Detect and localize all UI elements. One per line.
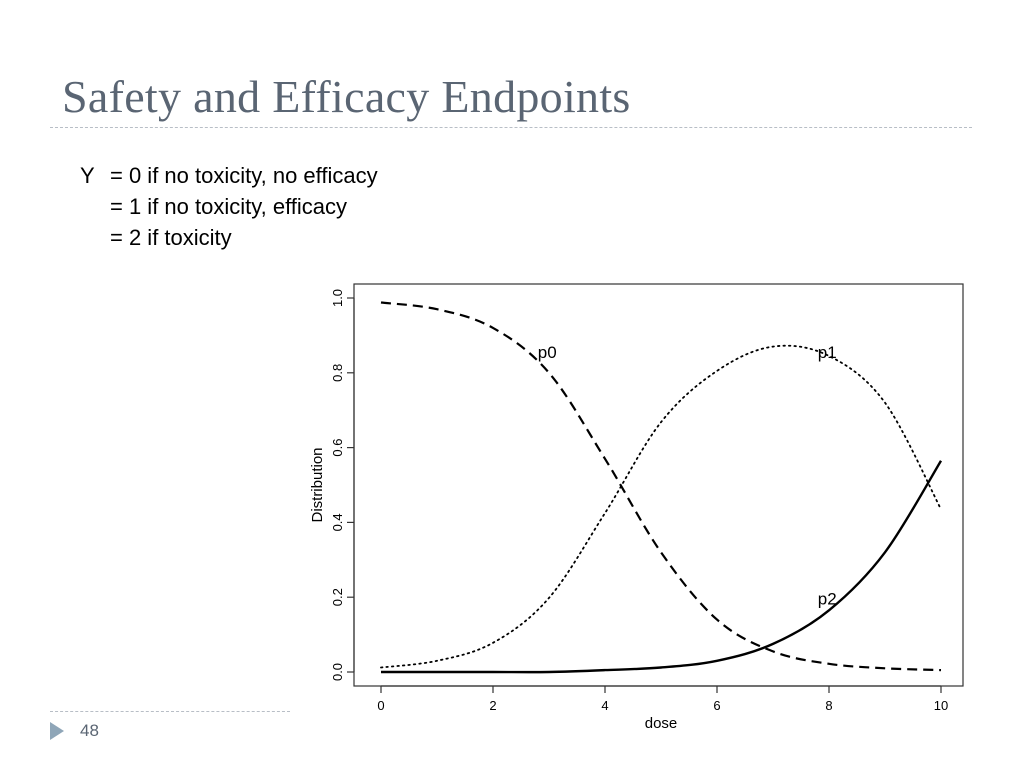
y-tick-label: 0.0	[330, 663, 345, 681]
x-tick-label: 10	[934, 698, 948, 713]
series-label-p1: p1	[818, 343, 837, 362]
series-line-p1	[380, 344, 942, 669]
plot-frame	[353, 283, 964, 687]
y-axis-label: Distribution	[309, 447, 326, 522]
definition-line-1: = 1 if no toxicity, efficacy	[110, 194, 348, 219]
x-tick-label: 2	[489, 698, 496, 713]
page-number: 48	[80, 721, 99, 740]
distribution-chart: 0 2 4 6 8 10 dose 0.0 0.2 0.4 0.6 0.8 1.0 Distributio…	[309, 283, 964, 732]
series-line-p2	[381, 460, 943, 674]
variable-y: Y	[80, 163, 95, 188]
series-line-p0	[380, 301, 942, 672]
slide-title: Safety and Efficacy Endpoints	[62, 71, 631, 122]
y-tick-label: 0.6	[330, 439, 345, 457]
y-tick-label: 0.8	[330, 364, 345, 382]
y-tick-label: 1.0	[330, 289, 345, 307]
x-tick-label: 6	[713, 698, 720, 713]
x-tick-label: 4	[601, 698, 608, 713]
title-divider	[50, 127, 972, 128]
y-tick-label: 0.2	[330, 588, 345, 606]
definition-line-0: = 0 if no toxicity, no efficacy	[110, 163, 378, 188]
footer-divider	[50, 711, 290, 712]
y-tick-label: 0.4	[330, 513, 345, 531]
series-label-p2: p2	[818, 590, 837, 609]
x-axis-label: dose	[645, 715, 678, 732]
x-tick-label: 0	[377, 698, 384, 713]
triangle-right-icon	[50, 722, 64, 740]
definition-line-2: = 2 if toxicity	[110, 225, 232, 250]
series-label-p0: p0	[538, 343, 557, 362]
x-tick-label: 8	[825, 698, 832, 713]
